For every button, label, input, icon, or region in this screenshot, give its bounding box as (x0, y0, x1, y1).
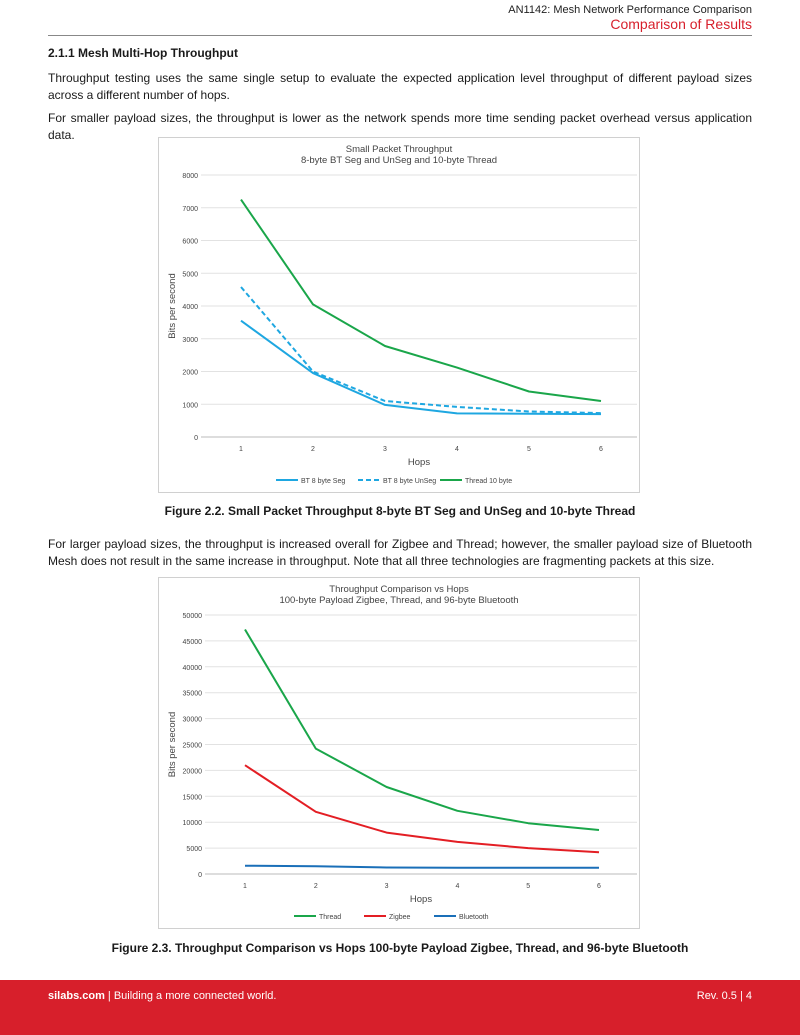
x-tick-label: 1 (239, 446, 243, 453)
y-tick-label: 50000 (183, 613, 203, 620)
legend-label: Bluetooth (459, 914, 489, 921)
series-line-0 (240, 319, 602, 416)
x-axis-label: Hops (408, 457, 430, 468)
paragraph-1: Throughput testing uses the same single … (48, 71, 752, 102)
paragraph-2: For smaller payload sizes, the throughpu… (48, 111, 752, 142)
y-tick-label: 3000 (182, 337, 198, 344)
series-line-1 (240, 286, 602, 415)
y-axis-label: Bits per second (167, 273, 178, 338)
x-tick-label: 2 (311, 446, 315, 453)
y-tick-label: 5000 (182, 271, 198, 278)
series-line-0 (244, 628, 600, 831)
y-tick-label: 7000 (182, 206, 198, 213)
y-tick-label: 35000 (183, 691, 203, 698)
footer-left: silabs.com | Building a more connected w… (48, 990, 276, 1002)
x-tick-label: 6 (597, 883, 601, 890)
chart-title: Throughput Comparison vs Hops (329, 584, 469, 595)
section-heading: 2.1.1 Mesh Multi-Hop Throughput (48, 46, 238, 60)
legend-label: Thread (319, 914, 341, 921)
y-tick-label: 15000 (183, 794, 203, 801)
y-tick-label: 20000 (183, 768, 203, 775)
x-tick-label: 6 (599, 446, 603, 453)
header-section-title: Comparison of Results (610, 16, 752, 32)
figure-1-box: Small Packet Throughput 8-byte BT Seg and… (158, 137, 640, 493)
y-tick-label: 10000 (183, 820, 203, 827)
legend-label: BT 8 byte UnSeg (383, 478, 436, 485)
series-line-2 (244, 864, 599, 869)
y-tick-label: 8000 (182, 173, 198, 180)
footer-tagline: | Building a more connected world. (104, 990, 277, 1002)
series-line-1 (244, 764, 600, 854)
y-tick-label: 0 (194, 435, 198, 442)
y-tick-label: 2000 (182, 370, 198, 377)
header-doc-title: AN1142: Mesh Network Performance Compari… (508, 4, 752, 16)
x-tick-label: 4 (455, 446, 459, 453)
x-tick-label: 5 (527, 446, 531, 453)
y-tick-label: 25000 (183, 743, 203, 750)
x-tick-label: 3 (385, 883, 389, 890)
y-tick-label: 40000 (183, 665, 203, 672)
chart-title: Small Packet Throughput (346, 144, 453, 155)
legend-label: BT 8 byte Seg (301, 478, 345, 485)
y-tick-label: 0 (198, 872, 202, 879)
y-tick-label: 5000 (186, 846, 202, 853)
series-line-2 (240, 199, 602, 402)
footer-site-link[interactable]: silabs.com (48, 990, 105, 1002)
x-tick-label: 2 (314, 883, 318, 890)
header-rule (48, 35, 752, 36)
figure-2-caption: Figure 2.3. Throughput Comparison vs Hop… (111, 941, 689, 955)
y-tick-label: 6000 (182, 239, 198, 246)
footer-revision: Rev. 0.5 | 4 (696, 990, 752, 1002)
x-axis-label: Hops (410, 894, 432, 905)
paragraph-3: For larger payload sizes, the throughput… (48, 537, 752, 568)
chart-subtitle: 100-byte Payload Zigbee, Thread, and 96-… (279, 595, 518, 606)
x-tick-label: 1 (243, 883, 247, 890)
y-tick-label: 30000 (183, 717, 203, 724)
figure-1-caption: Figure 2.2. Small Packet Throughput 8-by… (164, 504, 636, 518)
y-axis-label: Bits per second (167, 712, 178, 777)
x-tick-label: 4 (455, 883, 459, 890)
footer-bar: silabs.com | Building a more connected w… (0, 980, 800, 1035)
figure-2-box: Throughput Comparison vs Hops 100-byte Pa… (158, 577, 640, 929)
x-tick-label: 5 (526, 883, 530, 890)
legend-label: Thread 10 byte (465, 478, 512, 485)
chart-subtitle: 8-byte BT Seg and UnSeg and 10-byte Thre… (301, 155, 497, 166)
y-tick-label: 1000 (182, 402, 198, 409)
y-tick-label: 4000 (182, 304, 198, 311)
x-tick-label: 3 (383, 446, 387, 453)
y-tick-label: 45000 (183, 639, 203, 646)
legend-label: Zigbee (389, 914, 411, 921)
